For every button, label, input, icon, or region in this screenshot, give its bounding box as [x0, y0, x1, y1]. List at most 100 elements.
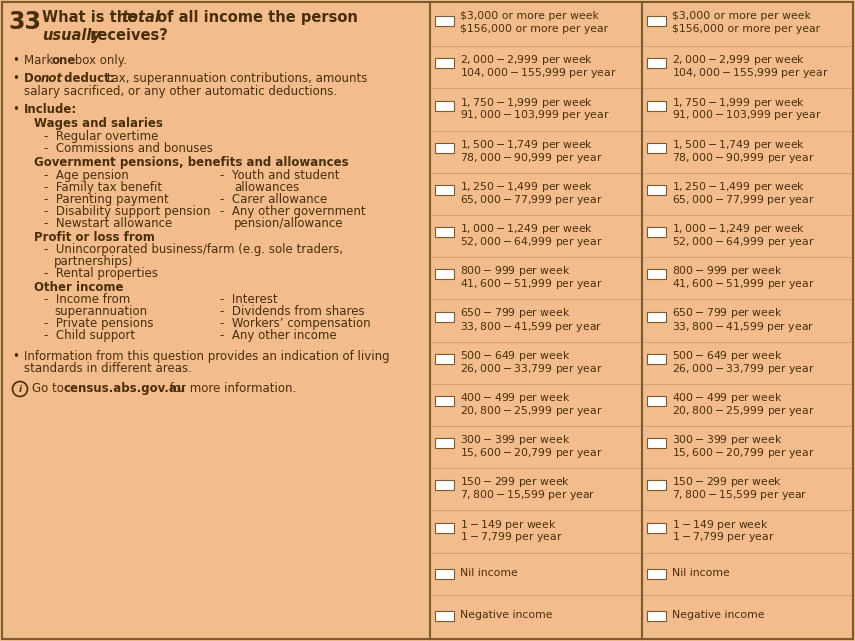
- Text: $2,000 - $2,999 per week: $2,000 - $2,999 per week: [460, 53, 593, 67]
- Text: -  Any other income: - Any other income: [220, 329, 337, 342]
- Text: -  Child support: - Child support: [44, 329, 135, 342]
- Text: $1 - $149 per week: $1 - $149 per week: [460, 517, 557, 531]
- Bar: [647, 354, 666, 363]
- Text: partnerships): partnerships): [54, 255, 133, 268]
- Text: -  Income from: - Income from: [44, 293, 130, 306]
- Text: pension/allowance: pension/allowance: [234, 217, 344, 230]
- Text: Nil income: Nil income: [460, 568, 518, 578]
- Bar: [435, 312, 454, 322]
- Text: $52,000 - $64,999 per year: $52,000 - $64,999 per year: [460, 235, 603, 249]
- Bar: [435, 16, 454, 26]
- Text: -  Disability support pension: - Disability support pension: [44, 205, 210, 218]
- Bar: [435, 438, 454, 448]
- Text: $1,250 - $1,499 per week: $1,250 - $1,499 per week: [460, 180, 593, 194]
- Text: $150 - $299 per week: $150 - $299 per week: [460, 475, 570, 489]
- Text: •: •: [12, 350, 19, 363]
- Text: $2,000 - $2,999 per week: $2,000 - $2,999 per week: [672, 53, 805, 67]
- Text: -  Family tax benefit: - Family tax benefit: [44, 181, 162, 194]
- Text: Do: Do: [24, 72, 46, 85]
- Bar: [647, 143, 666, 153]
- Text: one: one: [51, 54, 75, 67]
- Text: •: •: [12, 72, 19, 85]
- Text: $26,000 - $33,799 per year: $26,000 - $33,799 per year: [460, 362, 603, 376]
- Text: -  Newstart allowance: - Newstart allowance: [44, 217, 172, 230]
- Text: $52,000 - $64,999 per year: $52,000 - $64,999 per year: [672, 235, 815, 249]
- Text: -  Age pension: - Age pension: [44, 169, 129, 182]
- Text: deduct:: deduct:: [60, 72, 115, 85]
- Text: $91,000 - $103,999 per year: $91,000 - $103,999 per year: [672, 108, 822, 122]
- Text: $156,000 or more per year: $156,000 or more per year: [460, 24, 608, 34]
- Text: $15,600 - $20,799 per year: $15,600 - $20,799 per year: [672, 446, 815, 460]
- Text: for more information.: for more information.: [166, 382, 296, 395]
- Text: -  Rental properties: - Rental properties: [44, 267, 158, 280]
- Text: of all income the person: of all income the person: [152, 10, 358, 25]
- Text: -  Workers’ compensation: - Workers’ compensation: [220, 317, 370, 330]
- Bar: [647, 480, 666, 490]
- Text: $3,000 or more per week: $3,000 or more per week: [460, 11, 598, 21]
- Text: $1,750 - $1,999 per week: $1,750 - $1,999 per week: [460, 96, 593, 110]
- Text: $33,800 - $41,599 per year: $33,800 - $41,599 per year: [460, 319, 602, 333]
- Text: Information from this question provides an indication of living: Information from this question provides …: [24, 350, 390, 363]
- Text: Mark: Mark: [24, 54, 57, 67]
- Text: $33,800 - $41,599 per year: $33,800 - $41,599 per year: [672, 319, 814, 333]
- Text: $1,500 - $1,749 per week: $1,500 - $1,749 per week: [672, 138, 805, 152]
- Bar: [435, 569, 454, 579]
- Text: $400 - $499 per week: $400 - $499 per week: [460, 391, 570, 405]
- Bar: [647, 569, 666, 579]
- Text: not: not: [41, 72, 63, 85]
- Text: Other income: Other income: [34, 281, 123, 294]
- Bar: [435, 611, 454, 621]
- Text: Nil income: Nil income: [672, 568, 730, 578]
- Text: •: •: [12, 103, 19, 116]
- Text: box only.: box only.: [71, 54, 127, 67]
- Bar: [435, 522, 454, 533]
- Text: $104,000 - $155,999 per year: $104,000 - $155,999 per year: [460, 66, 616, 80]
- Text: receives?: receives?: [85, 28, 168, 43]
- Text: Wages and salaries: Wages and salaries: [34, 117, 162, 130]
- Bar: [647, 58, 666, 69]
- Text: $1 - $149 per week: $1 - $149 per week: [672, 517, 769, 531]
- Text: $20,800 - $25,999 per year: $20,800 - $25,999 per year: [460, 404, 603, 418]
- Text: $41,600 - $51,999 per year: $41,600 - $51,999 per year: [672, 278, 815, 291]
- Text: $65,000 - $77,999 per year: $65,000 - $77,999 per year: [460, 193, 603, 207]
- Text: $500 - $649 per week: $500 - $649 per week: [672, 349, 782, 363]
- Bar: [647, 312, 666, 322]
- Text: -  Any other government: - Any other government: [220, 205, 366, 218]
- Text: -  Interest: - Interest: [220, 293, 278, 306]
- Text: What is the: What is the: [42, 10, 143, 25]
- Text: $1,250 - $1,499 per week: $1,250 - $1,499 per week: [672, 180, 805, 194]
- Text: -  Private pensions: - Private pensions: [44, 317, 154, 330]
- Text: -  Unincorporated business/farm (e.g. sole traders,: - Unincorporated business/farm (e.g. sol…: [44, 243, 343, 256]
- Text: $1,500 - $1,749 per week: $1,500 - $1,749 per week: [460, 138, 593, 152]
- Bar: [647, 185, 666, 195]
- Text: $20,800 - $25,999 per year: $20,800 - $25,999 per year: [672, 404, 815, 418]
- Text: Negative income: Negative income: [460, 610, 552, 620]
- Text: standards in different areas.: standards in different areas.: [24, 362, 192, 375]
- Text: $26,000 - $33,799 per year: $26,000 - $33,799 per year: [672, 362, 815, 376]
- Text: $1 - $7,799 per year: $1 - $7,799 per year: [460, 531, 563, 544]
- Text: -  Regular overtime: - Regular overtime: [44, 130, 158, 143]
- Text: allowances: allowances: [234, 181, 299, 194]
- Text: $15,600 - $20,799 per year: $15,600 - $20,799 per year: [460, 446, 603, 460]
- Text: -  Carer allowance: - Carer allowance: [220, 193, 327, 206]
- Text: $1,000 - $1,249 per week: $1,000 - $1,249 per week: [672, 222, 805, 236]
- Bar: [435, 269, 454, 279]
- Bar: [435, 227, 454, 237]
- Bar: [647, 438, 666, 448]
- Text: -  Parenting payment: - Parenting payment: [44, 193, 168, 206]
- Bar: [435, 354, 454, 363]
- Text: $150 - $299 per week: $150 - $299 per week: [672, 475, 782, 489]
- Text: $650 - $799 per week: $650 - $799 per week: [672, 306, 782, 320]
- Bar: [435, 101, 454, 110]
- Text: Negative income: Negative income: [672, 610, 764, 620]
- Text: •: •: [12, 54, 19, 67]
- Text: $104,000 - $155,999 per year: $104,000 - $155,999 per year: [672, 66, 828, 80]
- Bar: [435, 143, 454, 153]
- Text: Profit or loss from: Profit or loss from: [34, 231, 155, 244]
- Bar: [435, 185, 454, 195]
- Bar: [647, 16, 666, 26]
- Text: $7,800 - $15,599 per year: $7,800 - $15,599 per year: [672, 488, 807, 503]
- Text: $41,600 - $51,999 per year: $41,600 - $51,999 per year: [460, 278, 603, 291]
- Bar: [647, 227, 666, 237]
- Bar: [647, 269, 666, 279]
